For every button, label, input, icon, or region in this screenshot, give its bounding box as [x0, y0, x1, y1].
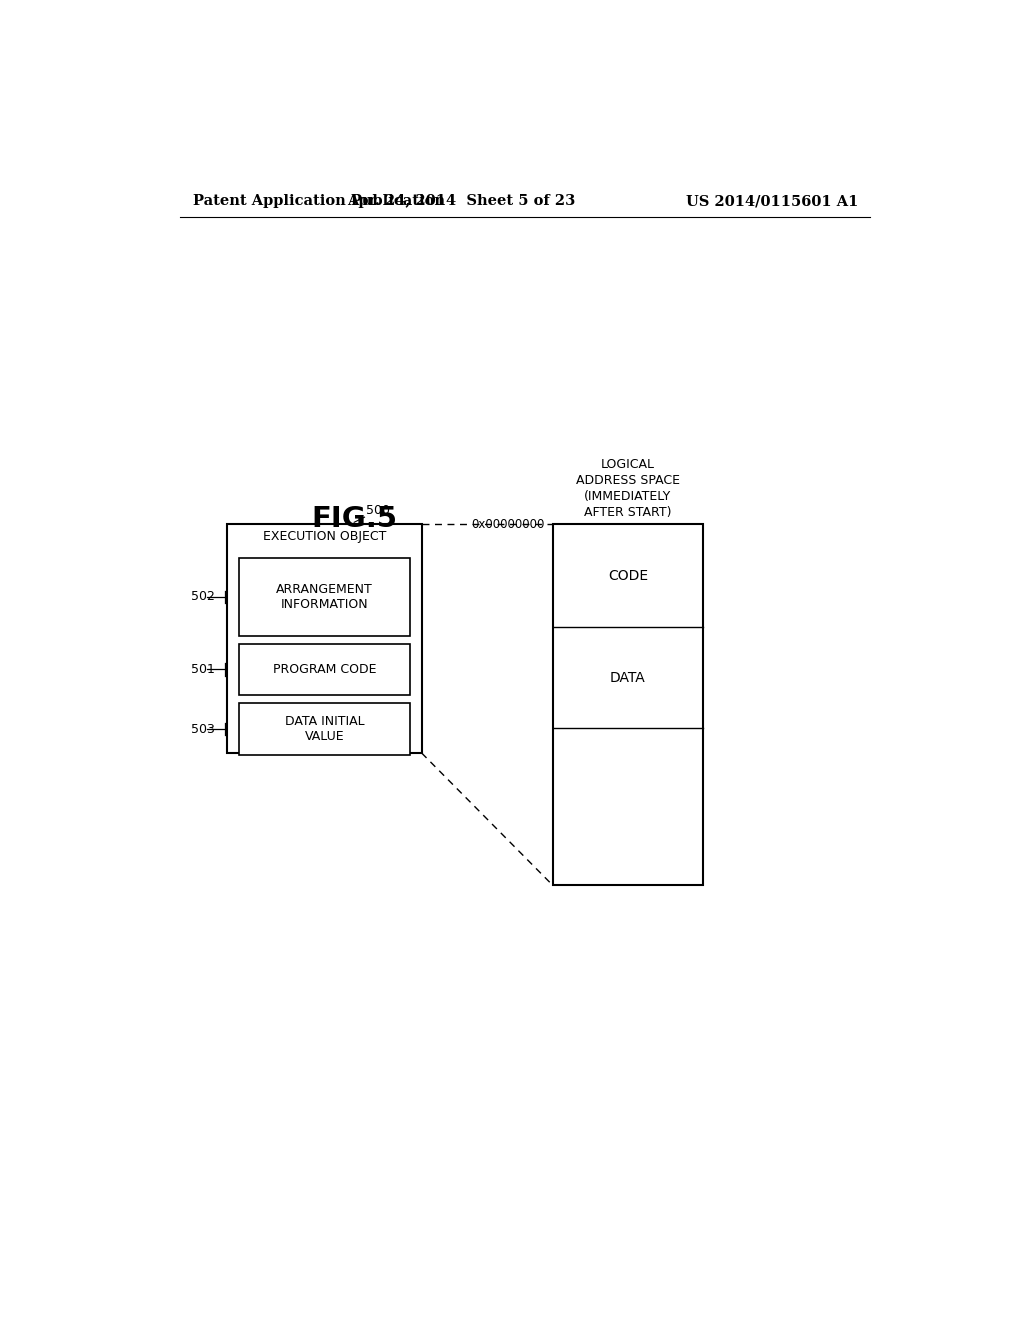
Text: 503: 503 — [191, 722, 215, 735]
Text: EXECUTION OBJECT: EXECUTION OBJECT — [263, 531, 386, 543]
Bar — [240, 558, 410, 636]
Bar — [240, 704, 410, 755]
Bar — [553, 524, 703, 886]
Bar — [227, 524, 422, 752]
Text: CODE: CODE — [608, 569, 648, 582]
Text: DATA INITIAL
VALUE: DATA INITIAL VALUE — [285, 715, 365, 743]
Text: US 2014/0115601 A1: US 2014/0115601 A1 — [686, 194, 858, 209]
Text: 0x00000000: 0x00000000 — [471, 517, 545, 531]
Text: Apr. 24, 2014  Sheet 5 of 23: Apr. 24, 2014 Sheet 5 of 23 — [347, 194, 575, 209]
Text: 500: 500 — [367, 504, 390, 517]
Text: FIG.5: FIG.5 — [311, 506, 397, 533]
Text: 502: 502 — [191, 590, 215, 603]
Text: DATA: DATA — [610, 671, 646, 685]
Text: LOGICAL
ADDRESS SPACE
(IMMEDIATELY
AFTER START): LOGICAL ADDRESS SPACE (IMMEDIATELY AFTER… — [575, 458, 680, 519]
Text: 501: 501 — [191, 663, 215, 676]
Bar — [240, 644, 410, 696]
Text: PROGRAM CODE: PROGRAM CODE — [272, 663, 376, 676]
Text: Patent Application Publication: Patent Application Publication — [194, 194, 445, 209]
Text: ARRANGEMENT
INFORMATION: ARRANGEMENT INFORMATION — [276, 582, 373, 611]
